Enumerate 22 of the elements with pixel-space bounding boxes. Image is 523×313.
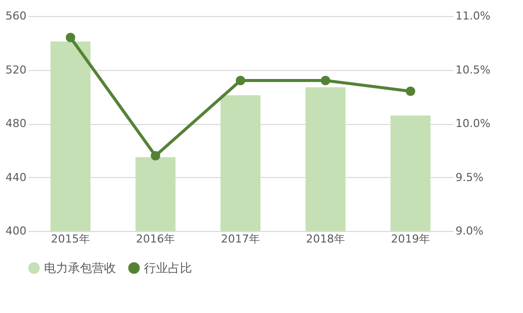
y-tick-label: 440 [6, 170, 26, 184]
x-tick-label: 2015年 [51, 232, 90, 246]
x-tick-label: 2019年 [391, 232, 430, 246]
x-tick-label: 2016年 [136, 232, 175, 246]
y-tick-label: 400 [6, 224, 26, 238]
point [66, 32, 76, 42]
y2-tick-label: 10.0% [456, 117, 490, 130]
x-tick-label: 2017年 [221, 232, 260, 246]
y2-tick-label: 9.0% [456, 224, 484, 238]
point [150, 151, 160, 160]
x-tick-label: 2018年 [306, 232, 345, 246]
y-tick-label: 480 [6, 117, 26, 130]
point [406, 86, 416, 96]
legend-label: 电力承包营收 [44, 261, 116, 275]
legend-label: 行业占比 [144, 261, 192, 275]
y2-tick-label: 11.0% [456, 10, 490, 22]
y2-tick-label: 10.5% [456, 63, 490, 76]
point [236, 76, 246, 86]
y-tick-label: 520 [6, 63, 26, 76]
y2-tick-label: 9.5% [456, 170, 484, 184]
y-tick-label: 560 [6, 10, 26, 22]
point [320, 76, 330, 86]
